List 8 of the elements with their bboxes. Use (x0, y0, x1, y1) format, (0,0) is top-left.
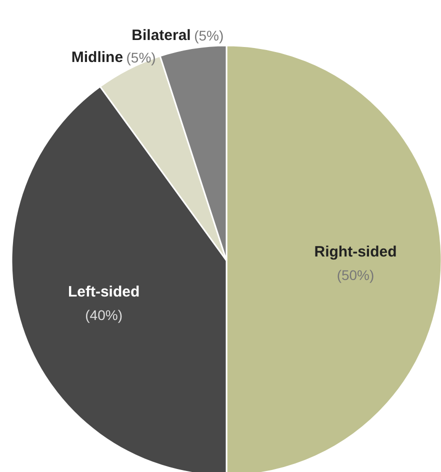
data-label: (40%) (85, 306, 122, 323)
slice-label: Midline (71, 48, 124, 66)
slice-label: Bilateral (132, 26, 191, 44)
data-label: (50%) (336, 266, 374, 283)
data-label: (5%) (194, 27, 224, 44)
data-label: (5%) (126, 49, 156, 66)
slice-label: Left-sided (68, 283, 140, 300)
slice-label: Right-sided (314, 244, 397, 260)
